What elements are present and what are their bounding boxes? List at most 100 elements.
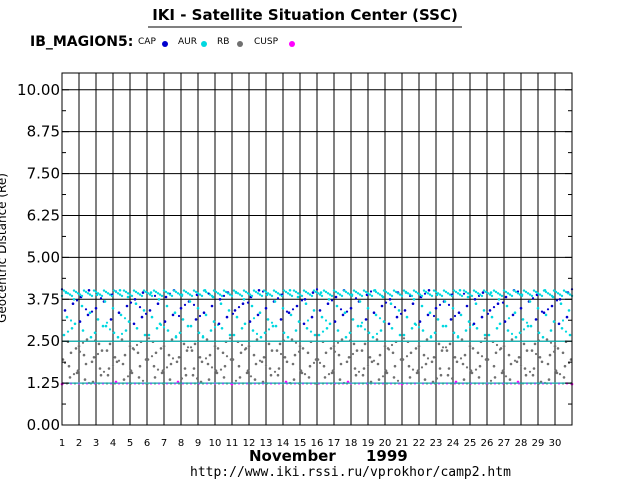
- data-point-aur: [487, 333, 491, 337]
- data-point-aur: [324, 319, 328, 322]
- data-point-rb: [152, 364, 156, 368]
- data-point-aur: [343, 311, 347, 315]
- data-point-aur: [428, 311, 432, 315]
- data-point-rb: [539, 380, 543, 384]
- data-point-rb: [420, 366, 424, 369]
- data-point-aur: [335, 304, 339, 308]
- data-point-aur: [266, 318, 270, 321]
- data-point-rb: [337, 353, 341, 357]
- data-point-rb: [300, 371, 304, 375]
- data-point-rb: [461, 362, 465, 366]
- data-point-aur: [359, 324, 363, 328]
- data-point-cap: [555, 299, 559, 302]
- data-point-aur: [320, 294, 324, 298]
- data-point-rb: [301, 347, 305, 350]
- data-point-cap: [287, 311, 291, 315]
- data-point-aur: [188, 293, 192, 296]
- data-point-rb: [102, 370, 106, 373]
- data-point-rb: [293, 353, 297, 357]
- data-point-aur: [495, 327, 499, 330]
- data-point-aur: [433, 331, 437, 335]
- data-point-aur: [420, 294, 424, 298]
- data-point-rb: [323, 376, 327, 379]
- data-point-rb: [252, 353, 256, 357]
- data-point-rb: [445, 349, 449, 352]
- data-point-aur: [276, 292, 280, 295]
- data-point-aur: [397, 309, 401, 312]
- data-point-aur: [474, 290, 478, 294]
- data-point-rb: [333, 350, 337, 353]
- data-point-rb: [363, 342, 367, 346]
- data-point-cap: [558, 298, 562, 301]
- data-point-aur: [130, 294, 134, 298]
- data-point-cap: [303, 298, 307, 301]
- data-point-cap: [156, 302, 160, 306]
- data-point-aur: [69, 319, 73, 322]
- data-point-rb: [69, 351, 73, 355]
- data-point-aur: [526, 324, 530, 328]
- data-point-aur: [484, 290, 488, 294]
- data-point-cap: [163, 320, 167, 323]
- data-point-rb: [555, 371, 559, 375]
- data-point-aur: [478, 293, 482, 296]
- data-point-cap: [129, 301, 133, 304]
- data-point-cap: [364, 318, 368, 321]
- data-point-aur: [507, 317, 511, 320]
- data-point-rb: [216, 347, 220, 350]
- data-point-cap: [369, 290, 373, 293]
- data-point-rb: [97, 342, 101, 346]
- y-tick-label: 0.00: [27, 416, 60, 434]
- data-point-aur: [474, 302, 478, 306]
- data-point-rb: [268, 367, 272, 370]
- data-point-rb: [499, 347, 503, 350]
- data-point-rb: [432, 356, 436, 359]
- data-point-rb: [425, 338, 429, 341]
- x-tick-label: 17: [328, 438, 341, 449]
- data-point-aur: [467, 320, 471, 323]
- data-point-aur: [522, 328, 526, 331]
- x-tick-label: 16: [311, 438, 324, 449]
- data-point-rb: [522, 342, 526, 346]
- data-point-aur: [256, 292, 260, 295]
- y-tick-label: 5.00: [27, 248, 60, 266]
- data-point-aur: [446, 292, 450, 295]
- data-point-aur: [476, 292, 480, 295]
- data-point-cap: [418, 320, 422, 323]
- data-point-aur: [314, 290, 318, 294]
- data-point-rb: [314, 358, 318, 361]
- data-point-rb: [67, 364, 71, 368]
- data-point-aur: [128, 293, 132, 296]
- data-point-aur: [458, 289, 462, 292]
- data-point-cap: [511, 313, 515, 317]
- data-point-aur: [366, 292, 370, 295]
- data-point-aur: [228, 293, 232, 296]
- data-point-rb: [254, 362, 258, 366]
- data-point-aur: [280, 294, 284, 298]
- data-point-aur: [92, 289, 96, 292]
- data-point-rb: [237, 364, 241, 368]
- data-point-cap: [349, 306, 353, 310]
- data-point-cap: [388, 298, 392, 301]
- data-point-aur: [360, 321, 364, 324]
- data-point-rb: [483, 337, 487, 340]
- data-point-aur: [164, 290, 168, 294]
- data-point-cap: [473, 298, 477, 301]
- data-point-aur: [274, 290, 278, 294]
- data-point-rb: [318, 361, 322, 364]
- data-point-rb: [448, 342, 452, 346]
- data-point-rb: [247, 344, 251, 348]
- data-point-rb: [390, 343, 394, 347]
- data-point-aur: [460, 294, 464, 298]
- data-point-aur: [196, 292, 200, 295]
- data-point-aur: [386, 292, 390, 295]
- data-point-cap: [141, 291, 145, 294]
- data-point-aur: [350, 294, 354, 298]
- data-point-aur: [242, 289, 246, 292]
- data-point-aur: [420, 304, 424, 308]
- data-point-rb: [357, 370, 361, 373]
- data-point-rb: [548, 353, 552, 357]
- data-point-aur: [468, 326, 472, 329]
- data-point-aur: [566, 292, 570, 295]
- data-point-aur: [304, 302, 308, 306]
- data-point-rb: [108, 342, 112, 346]
